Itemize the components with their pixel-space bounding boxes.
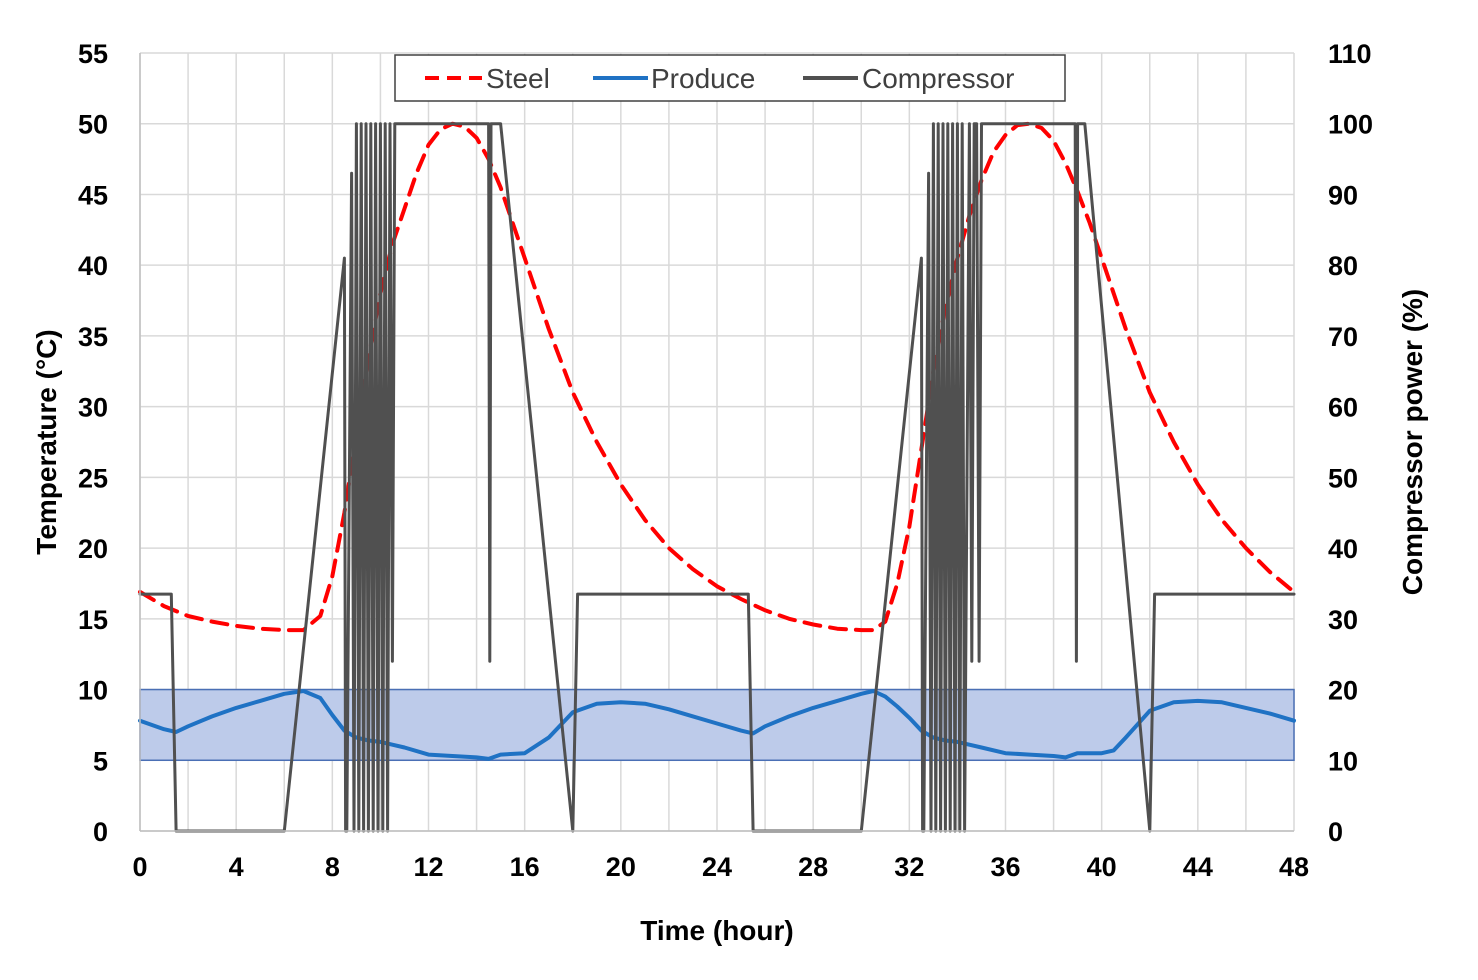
y2-tick-label: 50 bbox=[1328, 463, 1358, 493]
y2-tick-label: 30 bbox=[1328, 605, 1358, 635]
x-tick-label: 48 bbox=[1279, 852, 1309, 882]
y2-tick-label: 0 bbox=[1328, 817, 1343, 847]
x-tick-label: 44 bbox=[1183, 852, 1213, 882]
x-axis-title: Time (hour) bbox=[640, 915, 793, 946]
y2-tick-label: 70 bbox=[1328, 322, 1358, 352]
y-tick-label: 15 bbox=[78, 605, 108, 635]
legend-label-steel: Steel bbox=[486, 63, 550, 94]
y-tick-label: 25 bbox=[78, 463, 108, 493]
series-produce-line bbox=[138, 689, 1296, 761]
x-tick-label: 16 bbox=[510, 852, 540, 882]
legend: Steel Produce Compressor bbox=[394, 54, 1066, 102]
y-tick-label: 55 bbox=[78, 39, 108, 69]
y2-tick-label: 80 bbox=[1328, 251, 1358, 281]
y-tick-label: 10 bbox=[78, 676, 108, 706]
y-tick-label: 0 bbox=[93, 817, 108, 847]
y-axis-title: Temperature (°C) bbox=[31, 329, 62, 554]
x-tick-label: 8 bbox=[325, 852, 340, 882]
legend-box bbox=[394, 54, 1066, 102]
legend-label-compressor: Compressor bbox=[862, 63, 1014, 94]
y-tick-label: 50 bbox=[78, 110, 108, 140]
y2-tick-label: 100 bbox=[1328, 110, 1373, 140]
y2-tick-label: 20 bbox=[1328, 676, 1358, 706]
x-tick-label: 36 bbox=[990, 852, 1020, 882]
y-tick-label: 35 bbox=[78, 322, 108, 352]
axis-layer: 0 4 8 12 16 20 24 28 32 36 40 44 4805101520253035404… bbox=[31, 39, 1428, 946]
x-tick-label: 24 bbox=[702, 852, 732, 882]
y2-axis-title: Compressor power (%) bbox=[1397, 289, 1428, 596]
y-tick-label: 30 bbox=[78, 393, 108, 423]
y-tick-label: 5 bbox=[93, 746, 108, 776]
y2-tick-label: 10 bbox=[1328, 746, 1358, 776]
y2-tick-label: 90 bbox=[1328, 180, 1358, 210]
x-tick-label: 12 bbox=[413, 852, 443, 882]
x-tick-label: 20 bbox=[606, 852, 636, 882]
y2-tick-label: 110 bbox=[1328, 39, 1372, 69]
y2-tick-label: 60 bbox=[1328, 393, 1358, 423]
y-tick-label: 45 bbox=[78, 180, 108, 210]
legend-label-produce: Produce bbox=[651, 63, 755, 94]
y-tick-label: 40 bbox=[78, 251, 108, 281]
x-tick-label: 4 bbox=[229, 852, 244, 882]
x-tick-label: 40 bbox=[1087, 852, 1117, 882]
y-tick-label: 20 bbox=[78, 534, 108, 564]
x-tick-label: 32 bbox=[894, 852, 924, 882]
x-tick-label: 28 bbox=[798, 852, 828, 882]
y2-tick-label: 40 bbox=[1328, 534, 1358, 564]
x-tick-label: 0 bbox=[132, 852, 147, 882]
